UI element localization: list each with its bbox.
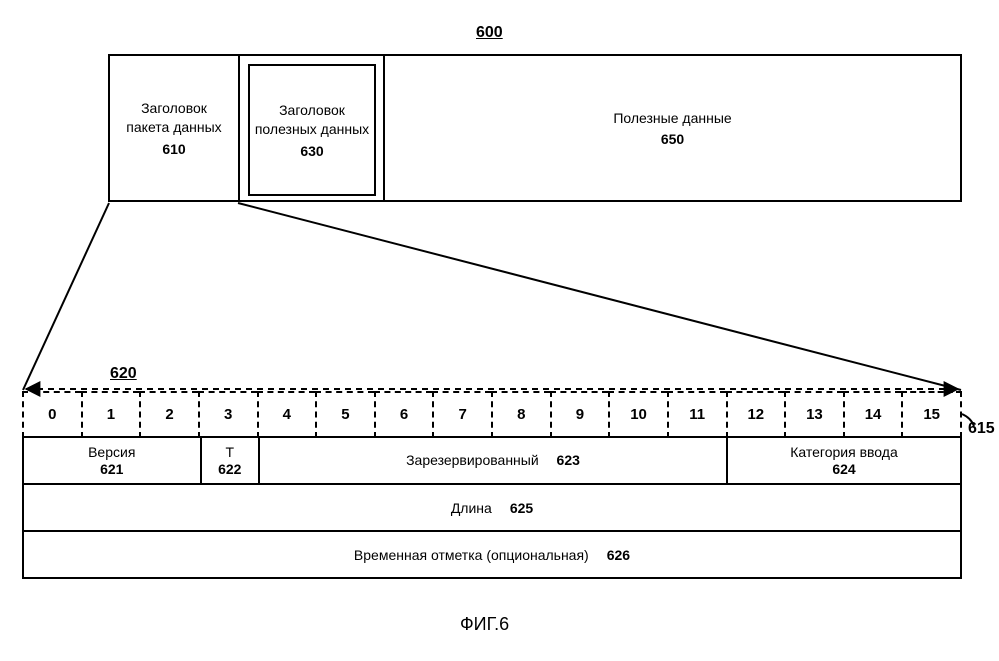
field-category: Категория ввода624 bbox=[726, 438, 960, 483]
bit-cell: 1 bbox=[81, 391, 140, 438]
bit-cell: 15 bbox=[901, 391, 962, 438]
seg-650: Полезные данные 650 bbox=[385, 56, 960, 200]
bit-cell: 7 bbox=[432, 391, 491, 438]
seg-650-label: Полезные данные bbox=[613, 109, 731, 128]
bit-cell: 10 bbox=[608, 391, 667, 438]
bit-cell: 14 bbox=[843, 391, 902, 438]
callout-615: 615 bbox=[968, 420, 995, 438]
diagram-canvas: 600 Заголовокпакета данных 610 Заголовок… bbox=[0, 0, 999, 661]
timestamp-num: 626 bbox=[607, 547, 630, 563]
bit-cell: 8 bbox=[491, 391, 550, 438]
field-version-num: 621 bbox=[100, 461, 123, 477]
field-version-label: Версия bbox=[88, 444, 135, 460]
field-category-num: 624 bbox=[832, 461, 855, 477]
bit-cell: 11 bbox=[667, 391, 726, 438]
seg-610-num: 610 bbox=[162, 141, 185, 157]
bit-cell: 0 bbox=[22, 391, 81, 438]
bit-ruler: 0123456789101112131415 bbox=[22, 391, 962, 438]
timestamp-label: Временная отметка (опциональная) bbox=[354, 547, 589, 563]
row-fields-1: Версия621T622Зарезервированный 623Катего… bbox=[22, 438, 962, 485]
seg-630: Заголовокполезных данных 630 bbox=[248, 64, 376, 196]
bit-cell: 6 bbox=[374, 391, 433, 438]
bit-cell: 3 bbox=[198, 391, 257, 438]
packet-box: Заголовокпакета данных 610 Заголовокполе… bbox=[108, 54, 962, 202]
header-detail: 620 0123456789101112131415 Версия621T622… bbox=[22, 391, 962, 579]
bit-cell: 13 bbox=[784, 391, 843, 438]
field-version: Версия621 bbox=[24, 438, 200, 483]
ref-600: 600 bbox=[476, 24, 503, 42]
bit-cell: 4 bbox=[257, 391, 316, 438]
field-reserved-label: Зарезервированный bbox=[406, 452, 539, 468]
seg-630-label: Заголовокполезных данных bbox=[255, 101, 369, 139]
bit-cell: 5 bbox=[315, 391, 374, 438]
seg-610: Заголовокпакета данных 610 bbox=[110, 56, 240, 200]
row-length: Длина 625 bbox=[22, 485, 962, 532]
seg-mid: Заголовокполезных данных 630 bbox=[240, 56, 385, 200]
field-reserved-num: 623 bbox=[553, 452, 580, 468]
bit-cell: 9 bbox=[550, 391, 609, 438]
field-reserved: Зарезервированный 623 bbox=[258, 438, 726, 483]
field-t-num: 622 bbox=[218, 461, 241, 477]
length-num: 625 bbox=[510, 500, 533, 516]
seg-630-num: 630 bbox=[300, 143, 323, 159]
field-t: T622 bbox=[200, 438, 259, 483]
ref-620: 620 bbox=[110, 365, 137, 383]
field-t-label: T bbox=[225, 444, 234, 460]
seg-650-num: 650 bbox=[661, 131, 684, 147]
row-timestamp: Временная отметка (опциональная) 626 bbox=[22, 532, 962, 579]
figure-caption: ФИГ.6 bbox=[460, 614, 509, 635]
bit-cell: 12 bbox=[726, 391, 785, 438]
length-label: Длина bbox=[451, 500, 492, 516]
seg-610-label: Заголовокпакета данных bbox=[126, 99, 221, 137]
bit-cell: 2 bbox=[139, 391, 198, 438]
field-category-label: Категория ввода bbox=[790, 444, 898, 460]
